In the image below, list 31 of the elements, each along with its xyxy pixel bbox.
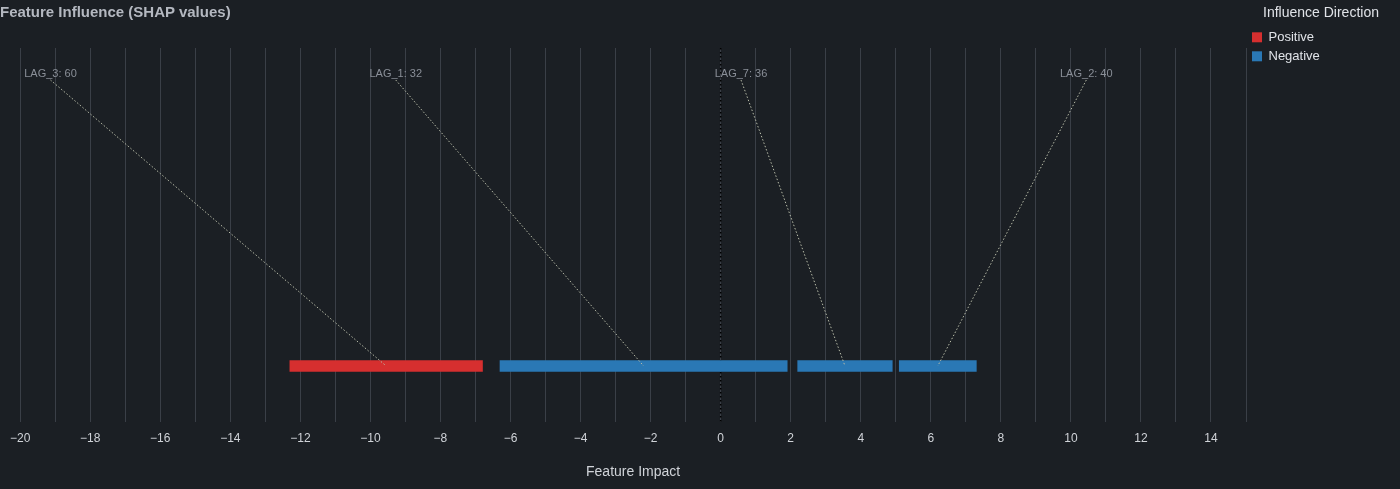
- x-tick-label: −14: [220, 431, 241, 446]
- x-tick-label: 10: [1064, 431, 1078, 446]
- x-tick-label: −12: [290, 431, 311, 446]
- x-tick-label: −6: [503, 431, 518, 446]
- bar: [797, 360, 893, 372]
- bar: [289, 360, 483, 372]
- x-tick-label: 14: [1204, 431, 1218, 446]
- legend-label: Negative: [1268, 47, 1320, 63]
- legend-label: Positive: [1268, 28, 1315, 44]
- x-tick-label: −20: [10, 431, 31, 446]
- x-tick-label: −18: [80, 431, 101, 446]
- chart-title: Feature Influence (SHAP values): [0, 3, 231, 21]
- x-axis-title: Feature Impact: [586, 463, 681, 480]
- x-tick-label: −8: [433, 431, 448, 446]
- x-tick-label: 12: [1134, 431, 1148, 446]
- x-tick-label: 4: [857, 431, 865, 446]
- x-tick-label: 8: [997, 431, 1005, 446]
- data-label: LAG_3: 60: [24, 67, 77, 80]
- data-label: LAG_1: 32: [369, 67, 423, 80]
- x-tick-label: 2: [787, 431, 795, 446]
- x-tick-label: −10: [360, 431, 381, 446]
- x-tick-label: −2: [643, 431, 658, 446]
- data-label: LAG_7: 36: [714, 67, 768, 80]
- x-tick-label: 6: [927, 431, 935, 446]
- bar: [499, 360, 788, 372]
- x-tick-label: −16: [150, 431, 171, 446]
- data-label: LAG_2: 40: [1060, 67, 1113, 80]
- x-tick-label: −4: [573, 431, 588, 446]
- bar: [898, 360, 977, 372]
- legend-title: Influence Direction: [1263, 3, 1379, 20]
- x-tick-label: 0: [717, 431, 725, 446]
